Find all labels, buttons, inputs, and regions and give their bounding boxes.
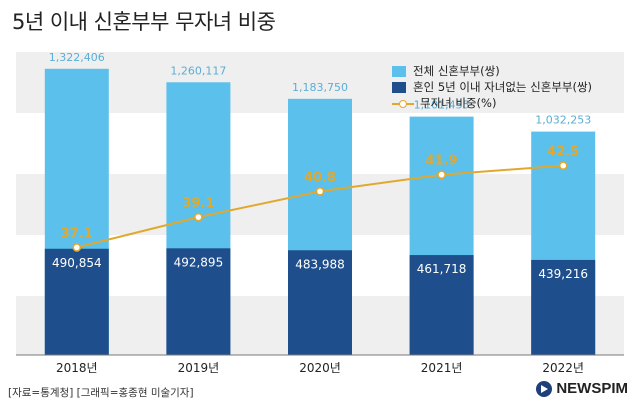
- bar-childless-1: [166, 248, 231, 355]
- x-tick-label-1: 2019년: [178, 361, 220, 375]
- data-label-total-4: 1,032,253: [535, 114, 591, 127]
- data-label-ratio-3: 41.9: [426, 154, 458, 169]
- legend-label-childless: 혼인 5년 이내 자녀없는 신혼부부(쌍): [413, 80, 593, 94]
- data-label-childless-2: 483,988: [295, 257, 345, 271]
- legend: 전체 신혼부부(쌍) 혼인 5년 이내 자녀없는 신혼부부(쌍) 무자녀 비중(…: [392, 63, 592, 111]
- bar-childless-2: [288, 250, 352, 355]
- data-label-childless-4: 439,216: [538, 267, 588, 281]
- legend-swatch-ratio: [392, 98, 414, 109]
- bar-childless-4: [531, 259, 596, 355]
- data-label-childless-0: 490,854: [52, 256, 102, 270]
- data-label-childless-1: 492,895: [174, 255, 224, 269]
- x-tick-label-2: 2020년: [299, 361, 341, 375]
- ratio-point-3: [437, 170, 446, 180]
- ratio-point-0: [72, 243, 82, 252]
- x-tick-label-4: 2022년: [542, 361, 584, 375]
- x-tick-label-0: 2018년: [56, 361, 98, 375]
- brand-name: NEWSPIM: [556, 380, 628, 397]
- data-label-ratio-1: 39.1: [182, 196, 214, 211]
- ratio-point-2: [315, 186, 325, 196]
- x-tick-label-3: 2021년: [421, 361, 463, 375]
- source-credit: [자료=통계청] [그래픽=홍종현 미술기자]: [8, 387, 194, 399]
- newspim-logo-icon: [536, 380, 553, 397]
- data-label-total-3: 1,101,455: [414, 99, 470, 112]
- bar-childless-3: [409, 255, 474, 355]
- ratio-point-4: [558, 161, 568, 171]
- legend-label-total: 전체 신혼부부(쌍): [413, 64, 500, 78]
- legend-item-childless: 혼인 5년 이내 자녀없는 신혼부부(쌍): [392, 79, 592, 95]
- ratio-point-1: [193, 212, 203, 222]
- legend-label-ratio: 무자녀 비중(%): [420, 96, 497, 110]
- legend-swatch-childless: [392, 81, 406, 93]
- data-label-total-2: 1,183,750: [292, 81, 348, 94]
- legend-item-total: 전체 신혼부부(쌍): [392, 63, 592, 79]
- data-label-total-1: 1,260,117: [170, 64, 226, 77]
- chart-title: 5년 이내 신혼부부 무자녀 비중: [12, 10, 276, 34]
- data-label-childless-3: 461,718: [417, 262, 467, 276]
- data-label-total-0: 1,322,406: [49, 51, 105, 64]
- legend-item-ratio: 무자녀 비중(%): [392, 95, 592, 111]
- data-label-ratio-0: 37.1: [61, 226, 93, 241]
- legend-swatch-total: [392, 65, 406, 77]
- data-label-ratio-2: 40.8: [304, 170, 336, 185]
- bar-childless-0: [44, 248, 109, 355]
- brand-logo: NEWSPIM: [536, 380, 628, 397]
- data-label-ratio-4: 42.5: [547, 145, 579, 160]
